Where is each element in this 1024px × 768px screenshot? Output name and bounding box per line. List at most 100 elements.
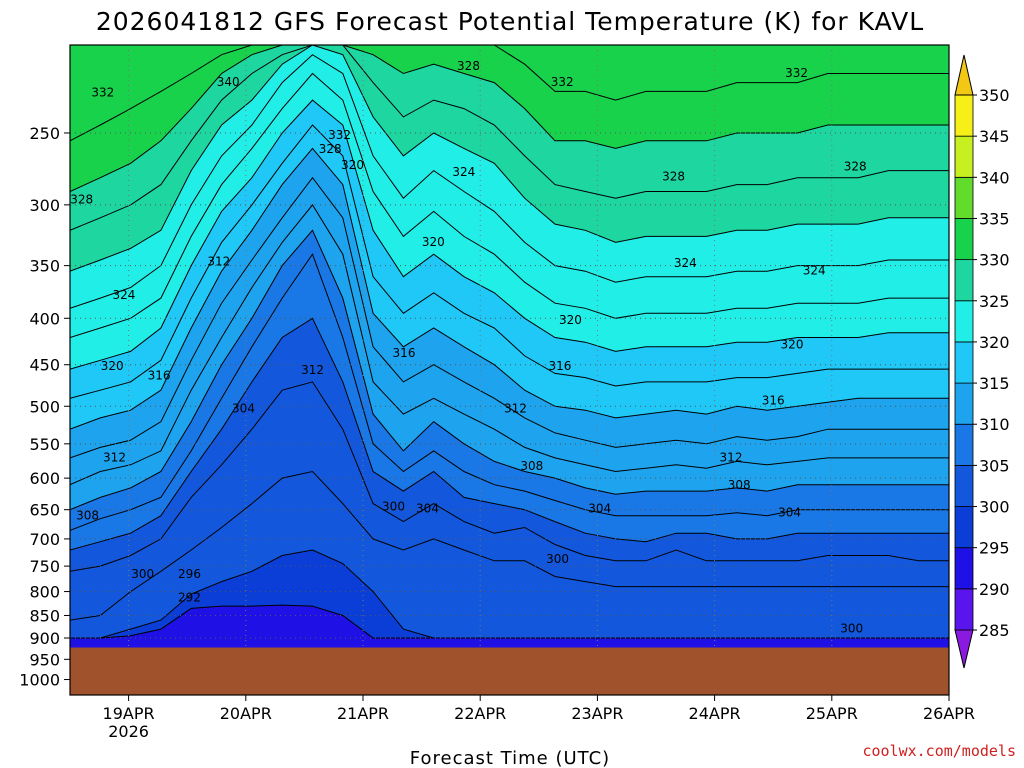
colorbar-tick-label: 310	[979, 415, 1010, 434]
isentrope-322	[70, 72, 949, 338]
ground-surface	[70, 647, 949, 695]
contour-label: 332	[328, 128, 351, 142]
colorbar-tick-label: 300	[979, 498, 1010, 517]
contour-label: 300	[546, 552, 569, 566]
colorbar-segment-340	[954, 135, 974, 178]
colorbar-tick-label: 345	[979, 127, 1010, 146]
colorbar-segment-320	[954, 300, 974, 343]
colorbar-segment-300	[954, 464, 974, 507]
contour-label: 328	[662, 170, 685, 184]
contour-label: 308	[76, 508, 99, 522]
y-tick-label: 800	[29, 583, 60, 602]
y-tick-label: 550	[29, 435, 60, 454]
contour-label: 304	[232, 402, 255, 416]
plot-frame	[69, 44, 950, 696]
contour-label: 316	[548, 359, 571, 373]
colorbar-segment-325	[954, 259, 974, 302]
colorbar-min-triangle	[954, 629, 974, 669]
grid-lines	[70, 45, 949, 695]
x-tick-label: 19APR	[103, 704, 155, 723]
y-tick-label: 1000	[19, 671, 60, 690]
x-tick-label: 21APR	[337, 704, 389, 723]
x-tick-label: 22APR	[454, 704, 506, 723]
contour-label: 300	[131, 567, 154, 581]
y-tick-label: 500	[29, 397, 60, 416]
contour-label: 300	[840, 621, 863, 635]
colorbar-tick-label: 335	[979, 209, 1010, 228]
contour-label: 320	[101, 359, 124, 373]
watermark: coolwx.com/models	[862, 742, 1016, 760]
x-tick-sublabel: 2026	[108, 722, 149, 741]
isentrope-300	[70, 549, 949, 639]
contour-label: 324	[112, 288, 135, 302]
colorbar-max-triangle	[954, 54, 974, 96]
color-bands	[70, 45, 949, 695]
contour-label: 320	[559, 313, 582, 327]
isentrope-320	[70, 99, 949, 370]
y-tick-label: 300	[29, 196, 60, 215]
isentrope-302	[70, 470, 949, 621]
colorbar-segment-315	[954, 341, 974, 384]
colorbar-tick-label: 340	[979, 168, 1010, 187]
x-tick-label: 20APR	[220, 704, 272, 723]
isentrope-310	[70, 229, 949, 511]
contour-label: 312	[504, 402, 527, 416]
y-tick-label: 600	[29, 469, 60, 488]
colorbar-tick-label: 295	[979, 539, 1010, 558]
colorbar-tick-label: 350	[979, 86, 1010, 105]
contour-label: 320	[341, 158, 364, 172]
contour-label: 324	[803, 264, 826, 278]
colorbar-tick-label: 290	[979, 580, 1010, 599]
y-tick-label: 450	[29, 356, 60, 375]
contour-label: 316	[393, 346, 416, 360]
colorbar-legend: 285 290 295 300 305 310 315 320 325 330 335 340 345 3…	[954, 54, 1010, 669]
contour-label: 316	[762, 394, 785, 408]
x-axis-label: Forecast Time (UTC)	[410, 748, 610, 768]
contour-label: 312	[103, 450, 126, 464]
isentrope-314	[70, 176, 949, 459]
colorbar-tick-label: 285	[979, 621, 1010, 640]
isotherm-lines	[70, 45, 949, 639]
contour-label: 328	[844, 160, 867, 174]
isentrope-316	[70, 147, 949, 430]
contour-label: 332	[551, 75, 574, 89]
colorbar-tick-label: 325	[979, 292, 1010, 311]
y-tick-label: 750	[29, 557, 60, 576]
isentrope-304	[70, 381, 949, 572]
isentrope-328	[70, 45, 949, 231]
y-axis: 250 300 350 400 450 500 550 600 650 700 750 800 850 9…	[19, 124, 70, 690]
colorbar-segment-305	[954, 423, 974, 466]
contour-label: 300	[382, 499, 405, 513]
band-theta-332	[70, 45, 949, 141]
contour-label: 320	[422, 235, 445, 249]
contour-label: 324	[674, 256, 697, 270]
colorbar-segment-310	[954, 382, 974, 425]
contour-label: 304	[588, 502, 611, 516]
contour-label: 312	[207, 255, 230, 269]
contour-label: 304	[416, 502, 439, 516]
contour-label: 312	[301, 363, 324, 377]
contour-label: 296	[178, 567, 201, 581]
isentrope-318	[70, 124, 949, 399]
colorbar-segment-345	[954, 94, 974, 137]
isentrope-306	[70, 317, 949, 551]
colorbar-tick-label: 315	[979, 374, 1010, 393]
contour-label: 328	[70, 193, 93, 207]
colorbar-segment-290	[954, 547, 974, 590]
contour-label: 328	[319, 142, 342, 156]
colorbar-segment-285	[954, 588, 974, 631]
isentrope-324	[70, 54, 949, 309]
contour-label: 332	[91, 86, 114, 100]
plot-area	[70, 45, 949, 695]
contour-label: 332	[785, 66, 808, 80]
contour-label: 324	[452, 165, 475, 179]
colorbar-segment-330	[954, 218, 974, 261]
isentrope-308	[70, 253, 949, 531]
x-tick-label: 24APR	[689, 704, 741, 723]
contour-label: 304	[778, 505, 801, 519]
y-tick-label: 900	[29, 629, 60, 648]
colorbar-segment-335	[954, 176, 974, 219]
contour-label: 328	[457, 59, 480, 73]
y-tick-label: 850	[29, 606, 60, 625]
x-tick-label: 23APR	[571, 704, 623, 723]
